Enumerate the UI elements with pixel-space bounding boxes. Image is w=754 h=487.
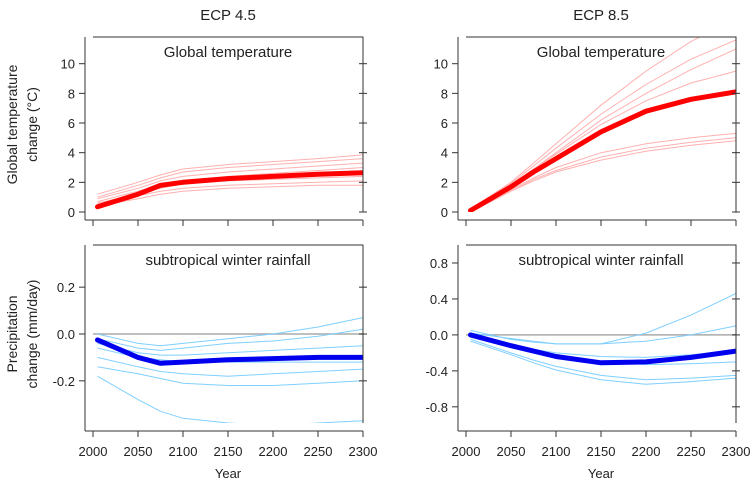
ensemble-line: [97, 158, 363, 198]
ensemble-line: [470, 39, 736, 210]
panel-2: subtropical winter rainfall -0.2 0.0 0.2 200…: [4, 244, 378, 481]
mean-line: [468, 332, 736, 366]
ensemble-line: [97, 154, 363, 195]
panel-annotation: subtropical winter rainfall: [145, 252, 310, 269]
ensemble-line: [97, 162, 363, 200]
mean-line: [468, 89, 736, 212]
y-tick-label: 10: [61, 57, 75, 72]
y-tick-label: 0.2: [57, 280, 75, 295]
series-group: [95, 317, 363, 423]
y-tick-label: -0.2: [53, 374, 75, 389]
y-tick-label: 4: [441, 146, 448, 161]
panel-1: ECP 8.5 Global temperature 0 2 4 6 8 10: [434, 7, 740, 226]
y-tick-label: 2: [441, 175, 448, 190]
x-tick-label: 2250: [677, 444, 706, 459]
panel-title: ECP 8.5: [573, 7, 629, 24]
frame: [93, 36, 364, 212]
ensemble-line: [97, 328, 363, 351]
ensemble-line: [470, 137, 736, 212]
x-tick-label: 2100: [169, 444, 198, 459]
x-tick-label: 2050: [497, 444, 526, 459]
ensemble-line: [97, 366, 363, 386]
series-group: [468, 37, 736, 212]
y-tick-label: 0.0: [57, 327, 75, 342]
ensemble-line: [97, 317, 363, 347]
ensemble-line: [97, 184, 363, 207]
y-tick-label: 0: [68, 205, 75, 220]
x-axis-label: Year: [588, 466, 615, 481]
ensemble-line: [97, 375, 363, 423]
y-tick-label: 0.4: [430, 292, 448, 307]
panel-annotation: subtropical winter rainfall: [518, 252, 683, 269]
y-tick-label: -0.4: [426, 364, 448, 379]
ensemble-line: [97, 356, 363, 377]
ensemble-line: [470, 338, 736, 381]
y-tick-label: -0.8: [426, 400, 448, 415]
x-tick-label: 2050: [124, 444, 153, 459]
panel-annotation: Global temperature: [537, 44, 665, 61]
mean-line: [95, 170, 363, 210]
x-tick-label: 2100: [542, 444, 571, 459]
x-tick-label: 2200: [632, 444, 661, 459]
y-tick-label: 8: [441, 86, 448, 101]
frame: [466, 244, 737, 423]
frame: [466, 36, 737, 212]
x-tick-label: 2300: [349, 444, 378, 459]
ensemble-line: [470, 132, 736, 211]
ensemble-line: [470, 140, 736, 212]
x-axis-label: Year: [215, 466, 242, 481]
y-tick-label: 0.8: [430, 256, 448, 271]
series-group: [468, 293, 736, 385]
panel-title: ECP 4.5: [200, 7, 256, 24]
x-tick-label: 2200: [259, 444, 288, 459]
y-tick-label: 6: [68, 116, 75, 131]
ensemble-line: [470, 293, 736, 345]
x-tick-label: 2250: [304, 444, 333, 459]
y-tick-label: 10: [434, 57, 448, 72]
series-group: [95, 154, 363, 210]
panel-annotation: Global temperature: [164, 44, 292, 61]
x-tick-label: 2150: [214, 444, 243, 459]
y-tick-label: 0.0: [430, 328, 448, 343]
y-axis-label: Precipitation: [4, 295, 20, 372]
x-tick-label: 2300: [722, 444, 751, 459]
x-tick-label: 2000: [79, 444, 108, 459]
x-tick-label: 2150: [587, 444, 616, 459]
y-tick-label: 2: [68, 175, 75, 190]
y-axis-label: Global temperature: [4, 64, 20, 184]
panel-3: subtropical winter rainfall -0.8 -0.4 0.0 0.…: [426, 244, 751, 481]
frame: [93, 244, 364, 423]
ensemble-line: [470, 325, 736, 345]
ensemble-line: [97, 342, 363, 356]
mean-line: [95, 337, 363, 366]
y-axis-label: change (mm/day): [24, 280, 40, 389]
x-tick-label: 2000: [452, 444, 481, 459]
ensemble-line: [470, 37, 702, 210]
y-tick-label: 6: [441, 116, 448, 131]
y-tick-label: 8: [68, 86, 75, 101]
ensemble-line: [470, 340, 736, 385]
y-tick-label: 0: [441, 205, 448, 220]
panel-0: ECP 4.5 Global temperature 0 2 4 6 8 10 Global t…: [4, 7, 367, 226]
y-axis-label: change (°C): [24, 87, 40, 162]
y-tick-label: 4: [68, 146, 75, 161]
